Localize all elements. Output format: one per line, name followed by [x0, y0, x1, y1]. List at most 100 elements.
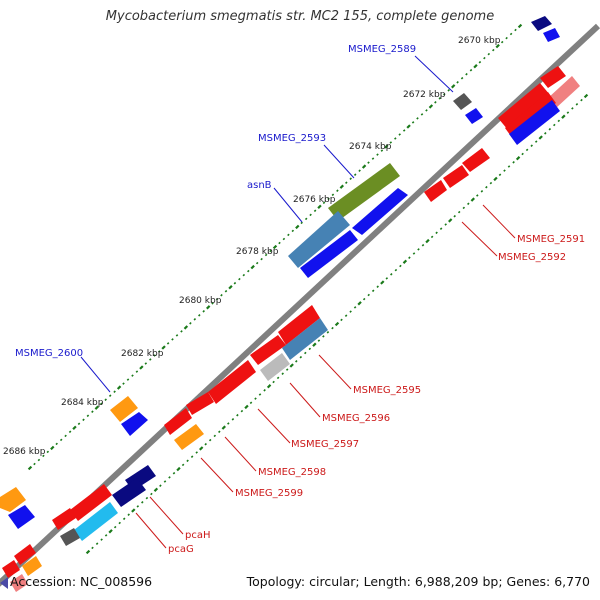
- label-msmeg-2596[interactable]: MSMEG_2596: [322, 413, 390, 424]
- label-msmeg-2592[interactable]: MSMEG_2592: [498, 252, 566, 263]
- gene-blue-small-2[interactable]: [121, 412, 148, 436]
- label-msmeg-2599[interactable]: MSMEG_2599: [235, 488, 303, 499]
- tick-dot-reverse: [104, 534, 108, 537]
- leader-asnb: [273, 187, 303, 223]
- label-msmeg-2593[interactable]: MSMEG_2593: [258, 133, 326, 144]
- gene-navy-small[interactable]: [543, 28, 560, 42]
- leader-msmeg-2596: [289, 382, 321, 418]
- tick-dot: [27, 465, 33, 471]
- label-msmeg-2598[interactable]: MSMEG_2598: [258, 467, 326, 478]
- tick-dot: [336, 189, 339, 192]
- tick-dot: [72, 425, 77, 430]
- label-msmeg-2591[interactable]: MSMEG_2591: [517, 234, 585, 245]
- tick-dot: [198, 314, 201, 317]
- gene-red-mid-3[interactable]: [186, 392, 214, 415]
- gene-msmeg-2595[interactable]: [282, 318, 328, 360]
- tick-dot: [264, 253, 268, 257]
- tick-dot: [77, 422, 81, 426]
- tick-dot-reverse: [118, 521, 121, 525]
- leader-msmeg-2597: [257, 408, 291, 444]
- scroll-left-arrow-icon[interactable]: [0, 577, 8, 589]
- tick-dot: [68, 430, 72, 434]
- tick-dot: [358, 169, 361, 172]
- tick-dot: [255, 261, 259, 265]
- tick-dot-reverse: [249, 401, 253, 405]
- tick-dot: [460, 76, 464, 80]
- gene-red-bottom-1[interactable]: [14, 544, 36, 565]
- gene-msmeg-2597[interactable]: [208, 360, 256, 404]
- gene-red-top-2[interactable]: [498, 83, 550, 130]
- tick-label-2684: 2684 kbp: [61, 398, 104, 408]
- gene-blue-rev[interactable]: [509, 100, 560, 145]
- gene-pink-bottom[interactable]: [10, 574, 28, 592]
- gene-orange-edge[interactable]: [0, 487, 26, 512]
- label-pcag[interactable]: pcaG: [168, 544, 194, 555]
- gene-gray-lower[interactable]: [60, 528, 80, 546]
- label-pcah[interactable]: pcaH: [185, 530, 211, 541]
- gene-blue-small-1[interactable]: [465, 108, 483, 124]
- tick-dot-reverse: [421, 243, 425, 247]
- leader-pcag: [135, 512, 167, 549]
- gene-blue-edge[interactable]: [8, 505, 35, 529]
- tick-dot: [139, 365, 144, 370]
- gene-msmeg-2593[interactable]: [328, 163, 400, 221]
- tick-dot: [317, 204, 322, 209]
- gene-red-lower-2[interactable]: [52, 508, 76, 530]
- tick-dot: [495, 43, 500, 49]
- gene-msmeg-2588-gray[interactable]: [453, 93, 472, 110]
- tick-dot-reverse: [122, 517, 126, 521]
- tick-dot-reverse: [221, 425, 226, 430]
- tick-dot: [434, 101, 437, 104]
- gene-msmeg-2596[interactable]: [260, 353, 290, 381]
- tick-dot: [46, 450, 50, 454]
- tick-dot: [157, 350, 161, 353]
- tick-dot-reverse: [304, 351, 307, 355]
- accession-label: Accession:: [10, 574, 77, 589]
- reverse-genes: [2, 66, 580, 592]
- tick-dot-reverse: [507, 165, 511, 168]
- label-asnb[interactable]: asnB: [247, 180, 272, 191]
- gene-msmeg-2599[interactable]: [174, 424, 204, 450]
- gene-red-top-1[interactable]: [540, 66, 566, 88]
- gene-msmeg-2592[interactable]: [424, 180, 447, 202]
- gene-msmeg-2598[interactable]: [164, 408, 192, 435]
- genome-title: Mycobacterium smegmatis str. MC2 155, co…: [105, 9, 495, 24]
- gene-blue-asn-1[interactable]: [352, 188, 408, 235]
- gene-msmeg-2591b[interactable]: [443, 165, 469, 188]
- label-msmeg-2597[interactable]: MSMEG_2597: [291, 439, 359, 450]
- label-msmeg-2600[interactable]: MSMEG_2600: [15, 348, 83, 359]
- gene-orange-bottom[interactable]: [22, 556, 42, 576]
- tick-dot-reverse: [557, 119, 561, 123]
- tick-label-2686: 2686 kbp: [3, 447, 46, 457]
- gene-pink[interactable]: [548, 76, 580, 108]
- tick-dot-reverse: [380, 280, 385, 285]
- tick-dot-reverse: [153, 487, 159, 492]
- gene-red-mid-2[interactable]: [250, 335, 286, 365]
- tick-dot-reverse: [390, 273, 393, 276]
- tick-dot: [287, 233, 290, 237]
- gene-msmeg-2591[interactable]: [462, 148, 490, 172]
- tick-dot-reverse: [326, 331, 330, 334]
- gene-msmeg-2589[interactable]: [531, 16, 552, 31]
- gene-pcah[interactable]: [70, 484, 112, 521]
- gene-msmeg-2600[interactable]: [110, 396, 138, 422]
- tick-dot-reverse: [553, 123, 556, 127]
- tick-dot: [483, 56, 486, 60]
- tick-dot: [473, 64, 478, 69]
- gene-asnb[interactable]: [288, 211, 350, 268]
- tick-dot-reverse: [227, 422, 230, 425]
- tick-dot-reverse: [127, 513, 130, 516]
- tick-dot: [492, 48, 495, 52]
- gene-navy-lower-2[interactable]: [112, 478, 146, 507]
- tick-dot: [108, 394, 112, 397]
- label-msmeg-2589[interactable]: MSMEG_2589: [348, 44, 416, 55]
- tick-dot-reverse: [266, 384, 272, 389]
- gene-pcag[interactable]: [74, 502, 118, 541]
- gene-red-bottom-2[interactable]: [2, 560, 20, 578]
- gene-blue-asn-2[interactable]: [300, 230, 358, 278]
- gene-red-mid-1[interactable]: [278, 305, 320, 345]
- label-msmeg-2595[interactable]: MSMEG_2595: [353, 385, 421, 396]
- tick-dot-reverse: [530, 144, 533, 147]
- leader-msmeg-2598: [224, 436, 257, 472]
